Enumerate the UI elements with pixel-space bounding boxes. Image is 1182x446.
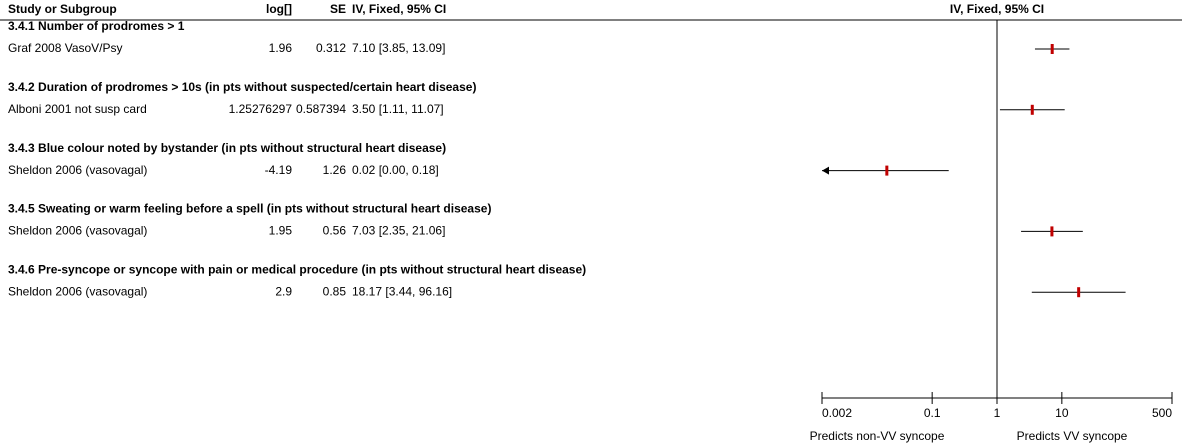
se-value: 0.85: [323, 284, 347, 298]
point-estimate: [1050, 44, 1054, 54]
column-header: SE: [330, 2, 346, 16]
point-estimate: [1077, 287, 1081, 298]
subgroup-title: 3.4.3 Blue colour noted by bystander (in…: [8, 141, 446, 155]
point-estimate: [885, 165, 889, 176]
subgroup-title: 3.4.6 Pre-syncope or syncope with pain o…: [8, 262, 586, 276]
log-value: 1.25276297: [229, 102, 293, 116]
x-tick-label: 1: [994, 406, 1001, 420]
se-value: 0.587394: [296, 102, 346, 116]
ci-label: 7.03 [2.35, 21.06]: [352, 224, 445, 238]
ci-label: 3.50 [1.11, 11.07]: [352, 102, 444, 116]
se-value: 0.312: [316, 41, 346, 55]
ci-label: 18.17 [3.44, 96.16]: [352, 284, 452, 298]
ci-label: 0.02 [0.00, 0.18]: [352, 163, 439, 177]
column-header: IV, Fixed, 95% CI: [352, 2, 446, 16]
log-value: -4.19: [265, 163, 293, 177]
plot-header: IV, Fixed, 95% CI: [950, 2, 1044, 16]
study-name: Graf 2008 VasoV/Psy: [8, 41, 123, 55]
point-estimate: [1050, 226, 1054, 237]
log-value: 1.96: [269, 41, 293, 55]
study-name: Sheldon 2006 (vasovagal): [8, 224, 147, 238]
x-tick-label: 0.1: [924, 406, 941, 420]
subgroup-title: 3.4.1 Number of prodromes > 1: [8, 19, 185, 33]
log-value: 1.95: [269, 224, 293, 238]
log-value: 2.9: [275, 284, 292, 298]
se-value: 0.56: [323, 224, 347, 238]
column-header: log[]: [266, 2, 292, 16]
subgroup-title: 3.4.2 Duration of prodromes > 10s (in pt…: [8, 80, 476, 94]
study-name: Sheldon 2006 (vasovagal): [8, 163, 147, 177]
x-label-left: Predicts non-VV syncope: [810, 429, 945, 443]
se-value: 1.26: [323, 163, 347, 177]
point-estimate: [1030, 104, 1034, 115]
x-tick-label: 10: [1055, 406, 1069, 420]
ci-arrow: [822, 166, 829, 175]
column-header: Study or Subgroup: [8, 2, 117, 16]
study-name: Sheldon 2006 (vasovagal): [8, 284, 147, 298]
subgroup-title: 3.4.5 Sweating or warm feeling before a …: [8, 202, 491, 216]
x-tick-label: 0.002: [822, 406, 852, 420]
x-tick-label: 500: [1152, 406, 1172, 420]
ci-label: 7.10 [3.85, 13.09]: [352, 41, 445, 55]
study-name: Alboni 2001 not susp card: [8, 102, 147, 116]
x-label-right: Predicts VV syncope: [1017, 429, 1128, 443]
